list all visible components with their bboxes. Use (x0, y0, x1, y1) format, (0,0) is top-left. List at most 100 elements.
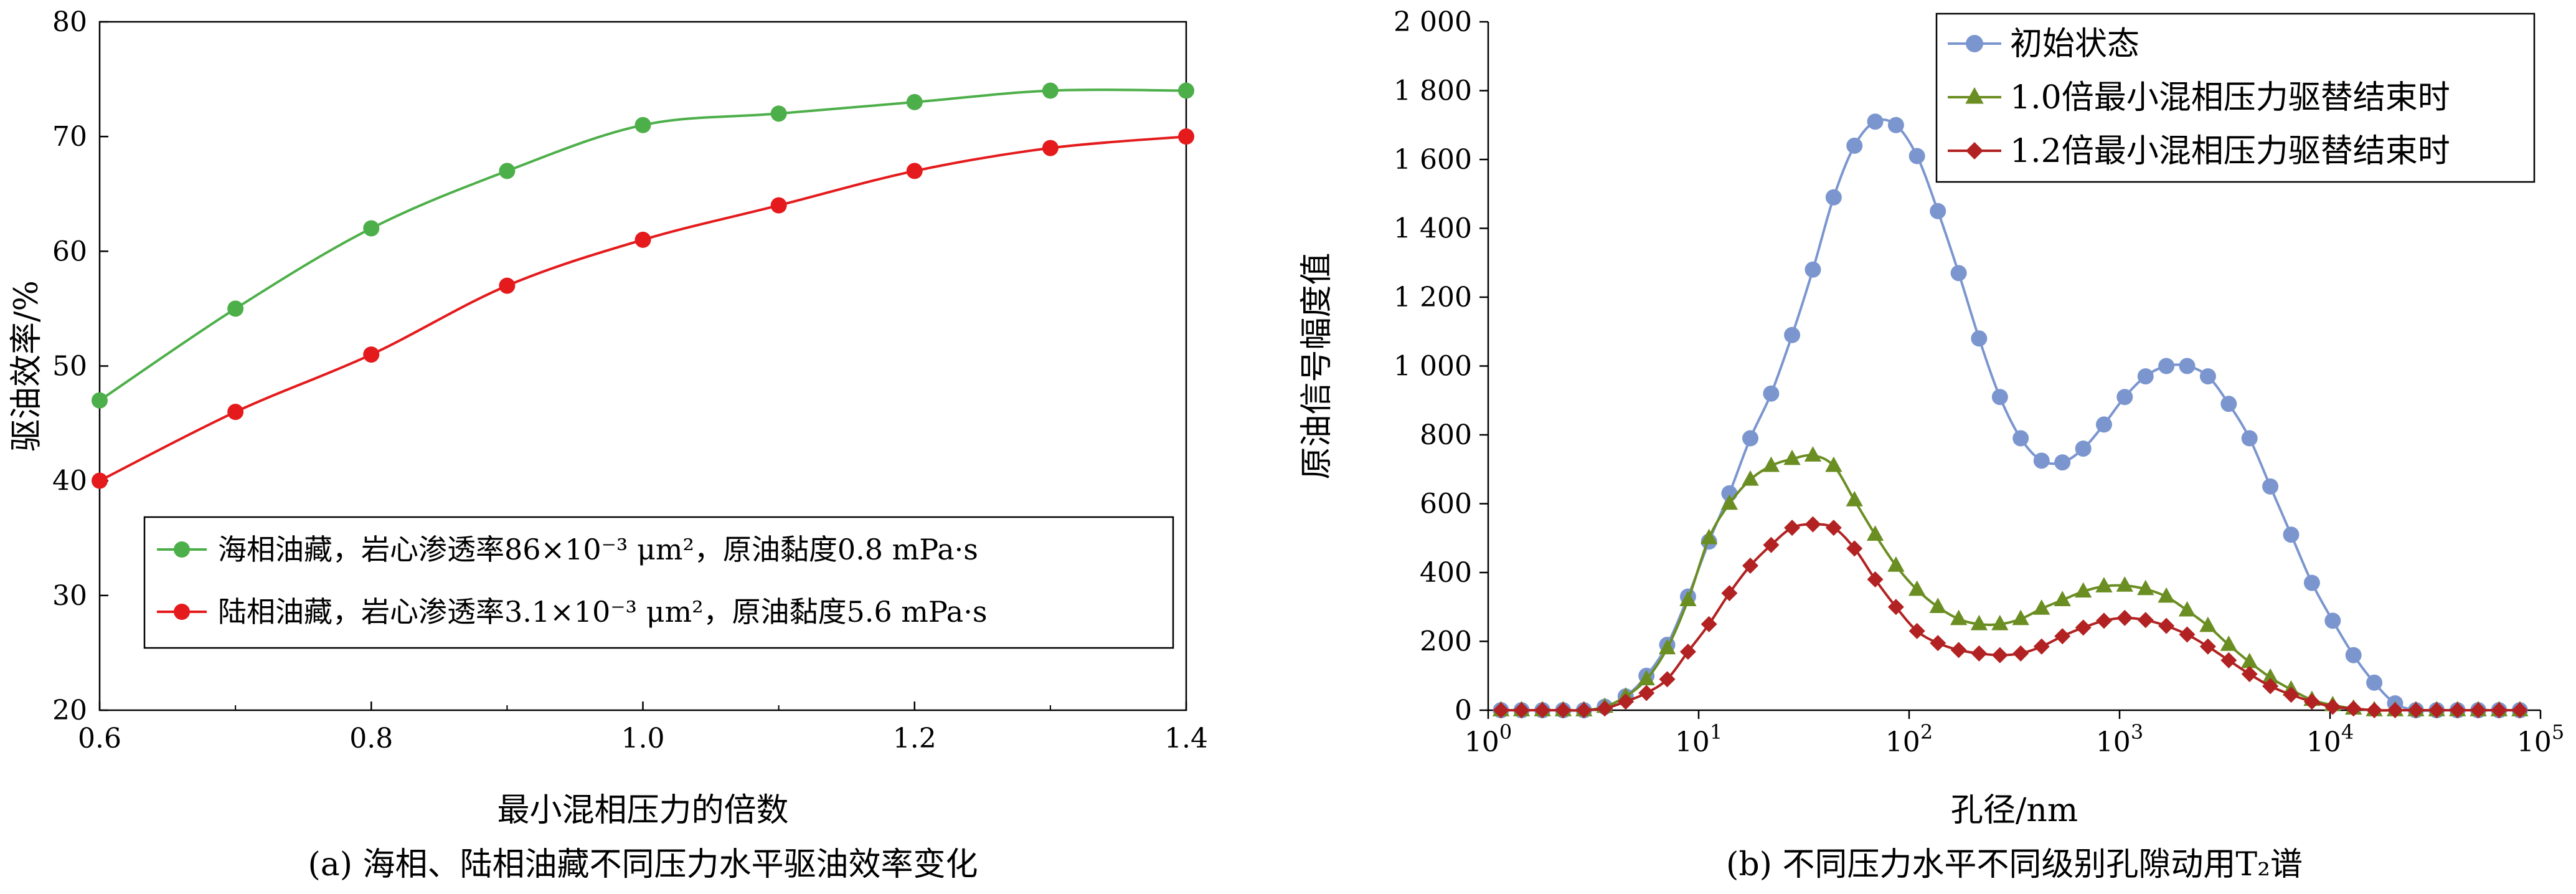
chart-b-data-point (2241, 652, 2258, 668)
chart-b-data-point (1638, 670, 1655, 686)
chart-b-data-point (2116, 389, 2133, 406)
chart-b-data-point (2158, 587, 2175, 603)
chart-b-data-point (2387, 702, 2404, 718)
chart-a-legend-label: 海相油藏，岩心渗透率86×10⁻³ μm²，原油黏度0.8 mPa·s (218, 533, 978, 566)
chart-b-data-point (2345, 647, 2362, 663)
chart-b-x-tick-base: 10 (2517, 726, 2552, 758)
chart-b-data-point (2158, 358, 2175, 374)
chart-b-data-point (2303, 693, 2320, 710)
chart-b-data-point (2054, 628, 2071, 645)
chart-b-data-point (2199, 368, 2216, 385)
chart-b-data-point (1762, 456, 1780, 472)
chart-b-data-point (2324, 698, 2341, 715)
chart-b-data-point (1971, 645, 1988, 662)
chart-b-data-point (1867, 113, 1884, 130)
chart-b-data-point (2012, 430, 2029, 447)
chart-a-data-point (1178, 128, 1194, 145)
chart-b-data-point (1720, 494, 1739, 510)
chart-b-data-point (1991, 389, 2008, 406)
chart-b-data-point (1575, 702, 1592, 718)
chart-b-data-point (2075, 440, 2092, 457)
chart-b-data-point (2262, 668, 2279, 684)
chart-b-data-point (1513, 702, 1530, 718)
chart-a-series-line (99, 135, 1187, 482)
chart-a-data-point (227, 300, 244, 317)
chart-b-legend-label: 初始状态 (2010, 26, 2140, 63)
chart-b-data-point (2262, 678, 2279, 695)
chart-b-x-tick-base: 10 (2306, 726, 2341, 758)
chart-a-series-2 (92, 128, 1194, 489)
chart-a-data-point (363, 220, 380, 237)
chart-b-y-tick-label: 0 (1455, 695, 1472, 726)
chart-a-y-axis-title: 驱油效率/% (8, 280, 45, 452)
chart-b-x-tick-exponent: 4 (2341, 720, 2354, 744)
chart-b-data-point (1846, 540, 1863, 557)
chart-b-data-point (1846, 491, 1863, 506)
chart-b-data-point (2283, 526, 2300, 543)
chart-a-data-point (906, 93, 923, 110)
chart-b-data-point (1679, 644, 1696, 660)
chart-b-y-tick-label: 1 400 (1394, 213, 1472, 245)
chart-b-data-point (2012, 645, 2029, 662)
chart-b-data-point (1950, 265, 1967, 282)
chart-b-data-point (2241, 665, 2258, 682)
chart-a-y-tick-label: 80 (52, 6, 87, 38)
chart-b-data-point (1597, 700, 1613, 717)
chart-b-data-point (1763, 536, 1780, 553)
chart-b-x-tick-label: 102 (1885, 720, 1933, 758)
chart-b-data-point (2033, 638, 2050, 655)
chart-b-x-tick-exponent: 2 (1920, 720, 1933, 744)
chart-b-x-tick-base: 10 (2096, 726, 2131, 758)
chart-b-data-point (2137, 579, 2154, 596)
chart-b-data-point (2137, 612, 2154, 629)
chart-a-data-point (92, 472, 108, 489)
chart-b-data-point (2095, 612, 2112, 629)
chart-b-data-point (2033, 452, 2050, 469)
chart-a-data-point (92, 392, 108, 409)
chart-b-data-point (1555, 702, 1572, 718)
chart-b-series-line (1501, 118, 2520, 712)
chart-a-data-point (906, 163, 923, 179)
chart-b-data-point (2137, 368, 2154, 385)
chart-b-x-tick-base: 10 (1885, 726, 1920, 758)
chart-b-data-point (1638, 685, 1655, 701)
chart-a-data-point (635, 117, 651, 133)
chart-b-data-point (1866, 525, 1884, 541)
chart-b-data-point (2054, 454, 2071, 471)
chart-b-data-point (2220, 652, 2237, 668)
chart-b-data-point (1659, 671, 1676, 688)
chart-b-data-point (1991, 614, 2009, 630)
chart-b-data-point (1493, 702, 1509, 718)
chart-a-legend-label: 陆相油藏，岩心渗透率3.1×10⁻³ μm²，原油黏度5.6 mPa·s (218, 595, 987, 629)
chart-a-y-tick-label: 60 (52, 235, 87, 267)
chart-b-data-point (2075, 619, 2092, 636)
chart-b-data-point (2407, 702, 2424, 718)
chart-b-y-tick-label: 200 (1420, 626, 1472, 658)
chart-b-x-tick-label: 103 (2096, 720, 2143, 758)
chart-b-data-point (1930, 635, 1946, 652)
chart-a-legend-marker (174, 604, 190, 620)
chart-b-data-point (1805, 516, 1821, 533)
chart-b-data-point (1700, 528, 1718, 544)
chart-b-y-tick-label: 400 (1420, 557, 1472, 589)
chart-b-data-point (2095, 416, 2112, 433)
chart-b-data-point (1617, 693, 1634, 710)
chart-b-legend-label: 1.0倍最小混相压力驱替结束时 (2010, 79, 2450, 117)
chart-a-legend-box (143, 516, 1174, 649)
chart-b-legend-marker (1966, 35, 1983, 52)
chart-b-data-point (1742, 430, 1758, 447)
chart-b-y-tick-label: 800 (1420, 419, 1472, 451)
chart-b-data-point (2075, 582, 2092, 598)
chart-b-data-point (2199, 616, 2217, 632)
chart-b-data-point (2116, 576, 2133, 592)
chart-b-x-tick-exponent: 5 (2552, 720, 2564, 744)
chart-b-data-point (1805, 261, 1821, 278)
chart-b-data-point (1991, 647, 2008, 663)
chart-b-data-point (1929, 597, 1946, 613)
chart-a-data-point (1042, 82, 1059, 99)
chart-b-legend-marker (1966, 142, 1983, 159)
chart-b-data-point (1784, 520, 1801, 536)
chart-a-x-tick-label: 1.0 (621, 723, 665, 754)
chart-b-data-point (2179, 626, 2196, 643)
